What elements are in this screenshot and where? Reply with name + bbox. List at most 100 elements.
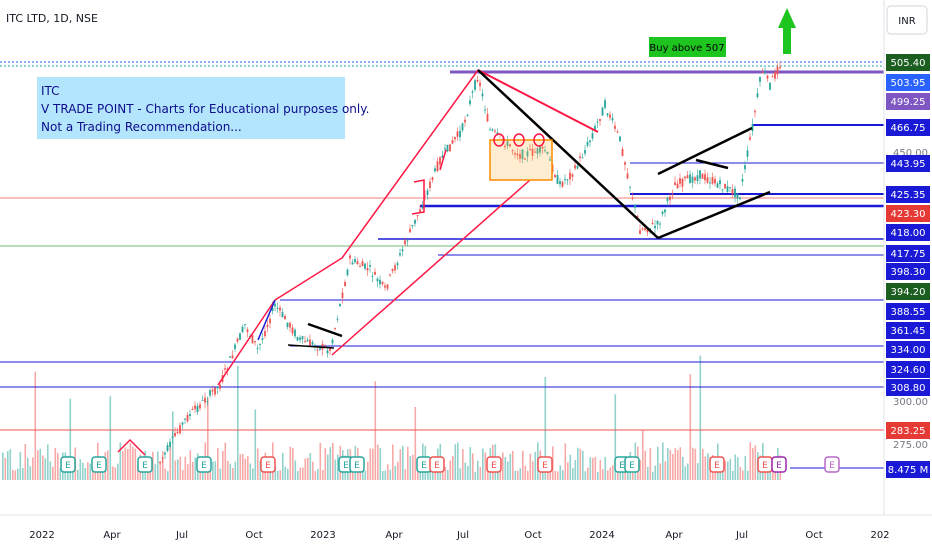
candle-body-193 [641,228,644,230]
volume-bar-127 [319,442,322,480]
volume-bar-227 [569,454,572,480]
candle-body-91 [386,284,389,289]
volume-bar-111 [279,470,282,480]
candle-body-215 [696,175,699,181]
event-marker-6[interactable]: E [349,456,365,473]
price-axis[interactable]: 450.00 300.00 275.00 505.40 503.95 499.25 4… [883,0,932,515]
volume-bar-270 [677,450,679,480]
event-marker-0[interactable]: E [60,456,76,473]
candle-body-187 [626,173,629,179]
candle-body-43 [266,324,269,327]
axis-tick-450: 450.00 [893,148,928,159]
event-marker-16[interactable]: E [771,456,787,473]
candle-body-110 [434,168,436,172]
event-marker-14[interactable]: E [757,456,773,473]
candle-body-83 [366,268,369,271]
volume-bar-147 [369,448,372,480]
volume-bar-192 [482,448,484,480]
candle-body-206 [674,182,676,186]
volume-bar-82 [207,397,209,480]
event-marker-10[interactable]: E [537,456,553,473]
event-marker-12[interactable]: E [624,456,640,473]
event-marker-15[interactable]: E [824,456,840,473]
candle-body-11 [186,414,189,422]
volume-bar-282 [707,453,709,480]
candle-body-15 [196,405,199,413]
volume-bar-15 [39,448,42,480]
svg-text:E: E [542,461,548,471]
volume-bar-230 [577,447,579,480]
candle-body-124 [469,100,471,105]
note-box[interactable]: ITC V TRADE POINT - Charts for Education… [37,77,369,139]
volume-bar-182 [457,442,459,480]
consolidation-box [489,139,553,181]
volume-bar-109 [274,467,277,480]
candle-body-230 [734,188,736,198]
candle-body-238 [754,111,756,113]
candle-body-219 [706,177,709,183]
volume-bar-299 [749,442,752,480]
event-markers[interactable]: E E E E E E E E E E E E E E E EE [60,456,840,473]
event-marker-2[interactable]: E [137,456,153,473]
event-marker-3[interactable]: E [196,456,212,473]
price-label-15: 308.80 [886,379,930,396]
candle-body-119 [456,131,459,137]
candle-body-118 [454,137,456,140]
candle-body-98 [404,240,406,245]
time-axis[interactable]: 2022 Apr Jul Oct 2023 Apr Jul Oct 2024 Apr Jul Oct 2… [0,514,932,541]
candle-body-132 [489,129,491,131]
candle-body-235 [746,150,749,157]
volume-bar-122 [307,457,309,480]
candle-body-111 [436,161,439,172]
volume-bar-45 [114,467,117,480]
event-marker-4[interactable]: E [260,456,276,473]
volume-bar-120 [302,467,304,480]
volume-bar-154 [387,464,389,480]
event-marker-13[interactable]: E [709,456,725,473]
price-label-13: 334.00 [886,341,930,358]
volume-bar-179 [449,460,452,480]
volume-bar-188 [472,453,474,480]
candle-body-194 [644,228,646,231]
candle-body-127 [476,80,479,82]
currency-button[interactable]: INR [886,5,928,35]
volume-bar-296 [742,470,744,480]
volume-bar-280 [702,448,704,480]
volume-bar-209 [524,465,527,480]
volume-bar-263 [659,463,662,480]
candle-body-109 [431,177,434,181]
candle-body-30 [234,344,236,349]
event-marker-7[interactable]: E [416,456,432,473]
volume-bar-43 [109,396,112,480]
volume-bar-151 [379,448,382,480]
candle-body-171 [586,141,589,146]
volume-bar-145 [364,470,367,480]
candle-body-209 [681,178,684,187]
price-label-text-5: 425.35 [891,190,926,201]
candle-body-205 [671,194,674,196]
event-marker-8[interactable]: E [429,456,445,473]
candle-body-211 [686,175,689,179]
volume-bar-203 [509,453,512,480]
volume-bar-129 [324,448,327,480]
price-label-text-3: 466.75 [891,123,926,134]
volume-bar-51 [129,442,132,480]
candle-body-87 [376,278,379,282]
volume-bar-61 [154,464,157,480]
time-axis-label-5: Apr [385,530,403,541]
price-label-text-13: 334.00 [891,345,926,356]
candle-body-17 [201,399,204,401]
time-axis-label-12: 202 [870,530,889,541]
candle-body-97 [401,249,404,252]
candle-body-245 [771,76,774,78]
volume-bar-115 [289,446,292,480]
event-marker-9[interactable]: E [486,456,502,473]
candle-body-134 [494,130,496,132]
volume-bar-273 [684,466,687,480]
volume-bar-106 [267,467,269,480]
event-marker-1[interactable]: E [91,456,107,473]
candle-body-243 [766,75,769,79]
candle-body-85 [371,275,374,277]
candle-body-100 [409,228,411,233]
